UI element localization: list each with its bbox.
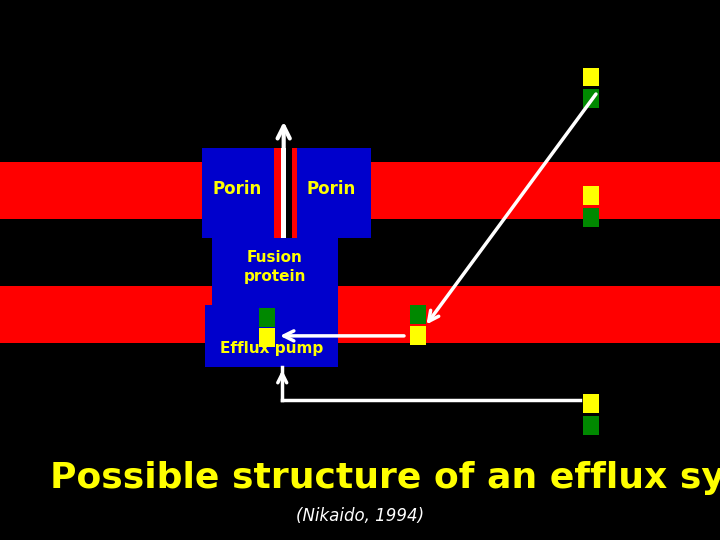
Bar xyxy=(202,148,299,238)
Text: Porin: Porin xyxy=(307,180,356,198)
Bar xyxy=(583,89,599,108)
Bar xyxy=(205,305,338,367)
Text: Possible structure of an efflux system: Possible structure of an efflux system xyxy=(50,461,720,495)
Bar xyxy=(410,326,426,345)
Bar xyxy=(281,148,287,238)
Bar xyxy=(410,305,426,324)
Bar xyxy=(212,235,338,305)
Bar xyxy=(0,286,720,343)
Text: Porin: Porin xyxy=(213,180,262,198)
Bar xyxy=(259,328,275,347)
Bar xyxy=(287,148,292,238)
Bar xyxy=(0,162,720,219)
Bar xyxy=(583,416,599,435)
Bar xyxy=(274,148,297,238)
Text: Efflux pump: Efflux pump xyxy=(220,341,323,356)
Bar xyxy=(299,148,371,238)
Bar xyxy=(583,186,599,205)
Text: (Nikaido, 1994): (Nikaido, 1994) xyxy=(296,507,424,525)
Bar xyxy=(583,68,599,86)
Text: Fusion
protein: Fusion protein xyxy=(244,251,306,284)
Bar xyxy=(259,308,275,327)
Bar xyxy=(583,394,599,413)
Bar xyxy=(583,208,599,227)
